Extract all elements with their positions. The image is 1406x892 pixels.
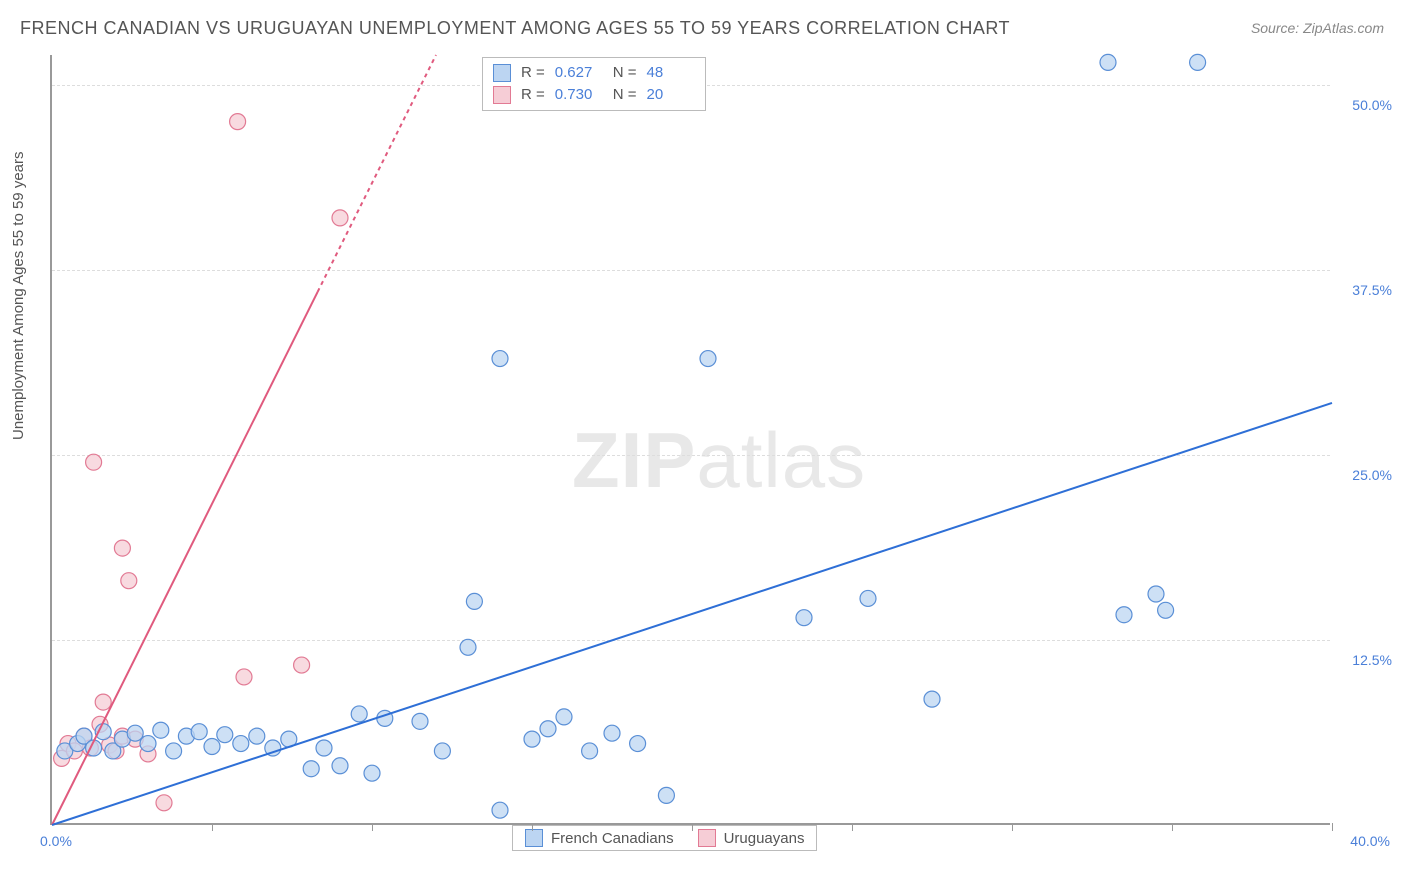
data-point: [166, 743, 182, 759]
data-point: [924, 691, 940, 707]
regression-line: [318, 55, 436, 292]
data-point: [1158, 602, 1174, 618]
r-label: R =: [521, 84, 545, 106]
legend-item-ur: Uruguayans: [698, 829, 805, 847]
regression-line: [52, 403, 1332, 825]
data-point: [95, 694, 111, 710]
scatter-svg: [52, 55, 1330, 823]
y-tick-label: 50.0%: [1352, 97, 1392, 113]
stats-row-fc: R = 0.627 N = 48: [493, 62, 695, 84]
x-tick: [532, 823, 533, 831]
data-point: [860, 590, 876, 606]
r-value-fc: 0.627: [555, 62, 603, 84]
data-point: [230, 114, 246, 130]
y-tick-label: 12.5%: [1352, 652, 1392, 668]
data-point: [153, 722, 169, 738]
n-value-ur: 20: [647, 84, 695, 106]
data-point: [492, 802, 508, 818]
y-axis-label: Unemployment Among Ages 55 to 59 years: [10, 151, 27, 440]
x-tick: [1012, 823, 1013, 831]
n-label: N =: [613, 62, 637, 84]
y-tick-label: 25.0%: [1352, 467, 1392, 483]
swatch-uruguayans: [698, 829, 716, 847]
data-point: [796, 610, 812, 626]
source-attribution: Source: ZipAtlas.com: [1251, 20, 1384, 36]
data-point: [412, 713, 428, 729]
data-point: [466, 593, 482, 609]
data-point: [658, 787, 674, 803]
data-point: [630, 736, 646, 752]
x-tick: [692, 823, 693, 831]
stats-row-ur: R = 0.730 N = 20: [493, 84, 695, 106]
data-point: [127, 725, 143, 741]
legend-label-fc: French Canadians: [551, 830, 674, 847]
data-point: [217, 727, 233, 743]
x-tick: [372, 823, 373, 831]
data-point: [294, 657, 310, 673]
data-point: [140, 736, 156, 752]
x-origin-label: 0.0%: [40, 833, 72, 849]
data-point: [316, 740, 332, 756]
data-point: [191, 724, 207, 740]
swatch-french-canadians: [525, 829, 543, 847]
data-point: [364, 765, 380, 781]
data-point: [556, 709, 572, 725]
data-point: [121, 573, 137, 589]
plot-area: ZIPatlas 12.5%25.0%37.5%50.0% R = 0.627 …: [50, 55, 1330, 825]
legend-item-fc: French Canadians: [525, 829, 674, 847]
data-point: [332, 758, 348, 774]
x-tick: [852, 823, 853, 831]
x-tick: [1172, 823, 1173, 831]
data-point: [434, 743, 450, 759]
data-point: [249, 728, 265, 744]
data-point: [303, 761, 319, 777]
chart-title: FRENCH CANADIAN VS URUGUAYAN UNEMPLOYMEN…: [20, 18, 1010, 39]
swatch-french-canadians: [493, 64, 511, 82]
r-value-ur: 0.730: [555, 84, 603, 106]
x-max-label: 40.0%: [1350, 833, 1390, 849]
data-point: [332, 210, 348, 226]
data-point: [460, 639, 476, 655]
data-point: [351, 706, 367, 722]
data-point: [204, 739, 220, 755]
n-label: N =: [613, 84, 637, 106]
data-point: [114, 540, 130, 556]
data-point: [1116, 607, 1132, 623]
data-point: [540, 721, 556, 737]
y-tick-label: 37.5%: [1352, 282, 1392, 298]
x-tick: [212, 823, 213, 831]
data-point: [1148, 586, 1164, 602]
data-point: [1100, 54, 1116, 70]
series-legend: French Canadians Uruguayans: [512, 825, 817, 851]
data-point: [156, 795, 172, 811]
data-point: [1190, 54, 1206, 70]
n-value-fc: 48: [647, 62, 695, 84]
data-point: [582, 743, 598, 759]
legend-label-ur: Uruguayans: [724, 830, 805, 847]
swatch-uruguayans: [493, 86, 511, 104]
data-point: [86, 454, 102, 470]
r-label: R =: [521, 62, 545, 84]
data-point: [233, 736, 249, 752]
x-tick: [1332, 823, 1333, 831]
data-point: [604, 725, 620, 741]
data-point: [700, 351, 716, 367]
stats-legend: R = 0.627 N = 48 R = 0.730 N = 20: [482, 57, 706, 111]
data-point: [524, 731, 540, 747]
data-point: [236, 669, 252, 685]
data-point: [492, 351, 508, 367]
